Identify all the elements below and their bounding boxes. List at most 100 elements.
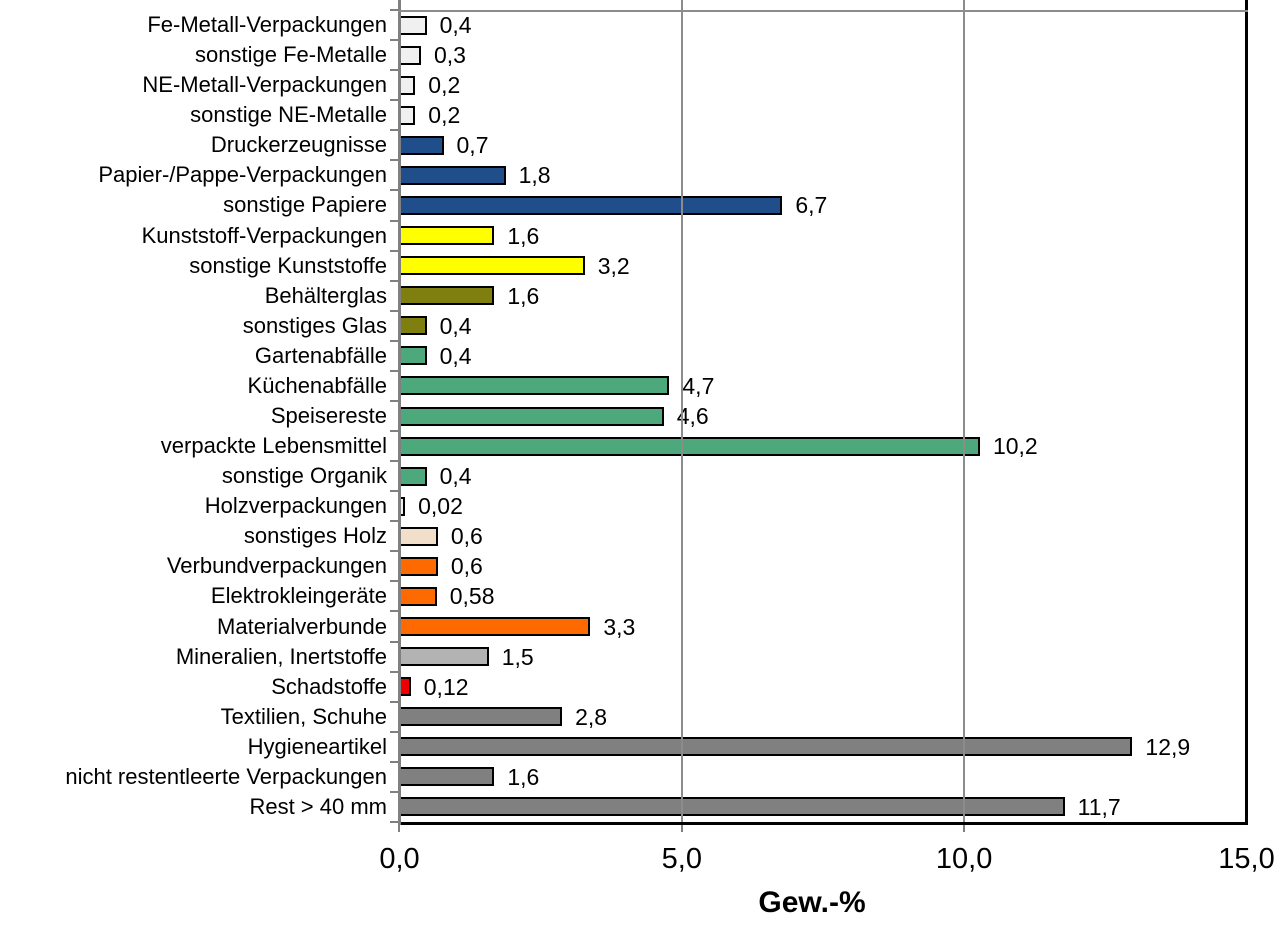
y-axis-tick <box>390 39 399 42</box>
y-axis-tick <box>390 640 399 643</box>
category-label: sonstige NE-Metalle <box>190 102 387 128</box>
value-label: 3,3 <box>603 613 636 640</box>
category-label: Papier-/Pappe-Verpackungen <box>98 162 387 188</box>
category-label: sonstige Papiere <box>223 192 387 218</box>
bar <box>399 586 437 606</box>
y-axis-tick <box>390 249 399 252</box>
y-axis-tick <box>390 430 399 433</box>
category-label: nicht restentleerte Verpackungen <box>65 763 387 789</box>
bar <box>399 556 438 576</box>
y-axis-tick <box>390 821 399 823</box>
bar <box>399 707 563 727</box>
bar <box>399 45 421 65</box>
bar <box>399 195 783 215</box>
category-label: sonstige Organik <box>221 463 387 489</box>
value-label: 0,6 <box>450 553 483 580</box>
bar <box>399 376 670 396</box>
value-label: 1,6 <box>507 763 540 790</box>
category-label: Materialverbunde <box>217 613 387 639</box>
y-axis-tick <box>390 399 399 402</box>
y-axis-tick <box>390 69 399 72</box>
x-axis-tick <box>398 825 400 832</box>
bar <box>399 346 427 366</box>
x-axis-tick-label: 15,0 <box>1218 843 1275 875</box>
y-axis-tick <box>390 339 399 342</box>
x-axis-tick-label: 0,0 <box>379 843 420 875</box>
category-label: Küchenabfälle <box>247 372 387 398</box>
category-label: verpackte Lebensmittel <box>160 433 387 459</box>
value-label: 1,6 <box>507 222 540 249</box>
plot-top-border <box>398 10 1248 12</box>
y-axis-tick <box>390 730 399 733</box>
bar <box>399 316 427 336</box>
y-axis-tick <box>390 550 399 553</box>
y-axis-tick <box>390 580 399 583</box>
x-axis-title: Gew.-% <box>758 886 866 919</box>
category-label: Mineralien, Inertstoffe <box>175 643 387 669</box>
value-label: 1,8 <box>518 162 551 189</box>
value-label: 0,02 <box>418 493 463 520</box>
y-axis-tick <box>390 490 399 493</box>
category-label: Gartenabfälle <box>254 342 387 368</box>
y-axis-tick <box>390 369 399 372</box>
category-label: Kunststoff-Verpackungen <box>141 222 387 248</box>
y-axis-tick <box>390 460 399 463</box>
category-label: Schadstoffe <box>271 673 387 699</box>
category-label: Rest > 40 mm <box>249 793 387 819</box>
y-axis-tick <box>390 700 399 703</box>
gridline-5 <box>680 0 683 822</box>
bar <box>399 526 438 546</box>
category-label: Elektrokleingeräte <box>210 583 387 609</box>
y-axis-tick <box>390 159 399 162</box>
value-label: 11,7 <box>1077 793 1121 820</box>
bar <box>399 226 495 246</box>
bar <box>399 406 664 426</box>
bar <box>399 767 495 787</box>
value-label: 0,58 <box>449 583 495 610</box>
bar <box>399 256 585 276</box>
category-label: sonstige Fe-Metalle <box>195 42 387 68</box>
y-axis-tick <box>390 99 399 102</box>
y-axis-tick <box>390 790 399 793</box>
value-label: 0,7 <box>456 132 489 159</box>
y-axis-tick <box>390 670 399 673</box>
bar <box>399 165 506 185</box>
bar <box>399 466 427 486</box>
value-label: 4,7 <box>682 372 715 399</box>
y-axis-tick <box>390 610 399 613</box>
value-label: 2,8 <box>575 703 608 730</box>
category-label: sonstiges Holz <box>243 523 387 549</box>
category-label: Druckerzeugnisse <box>210 132 387 158</box>
category-label: NE-Metall-Verpackungen <box>142 72 387 98</box>
category-label: Fe-Metall-Verpackungen <box>147 12 387 38</box>
bar <box>399 286 495 306</box>
category-label: Hygieneartikel <box>247 733 387 759</box>
bar <box>399 75 416 95</box>
x-axis-tick <box>680 825 683 832</box>
bar <box>399 135 444 155</box>
value-label: 0,4 <box>439 463 472 490</box>
value-label: 0,2 <box>428 102 461 129</box>
y-axis-tick <box>390 309 399 312</box>
y-axis-tick <box>390 9 399 11</box>
value-label: 1,6 <box>507 282 540 309</box>
category-label: Verbundverpackungen <box>166 553 387 579</box>
bar <box>399 647 489 667</box>
category-label: sonstige Kunststoffe <box>189 252 387 278</box>
bar <box>399 15 427 35</box>
value-label: 0,2 <box>428 72 461 99</box>
x-axis-tick-label: 5,0 <box>661 843 702 875</box>
value-label: 0,4 <box>439 12 472 39</box>
y-axis-tick <box>390 189 399 192</box>
value-label: 6,7 <box>795 192 828 219</box>
value-label: 3,2 <box>597 252 630 279</box>
value-label: 0,12 <box>423 673 469 700</box>
category-label: Speisereste <box>270 403 387 428</box>
category-label: Behälterglas <box>264 282 387 308</box>
y-axis-line <box>398 0 401 825</box>
y-axis-tick <box>390 129 399 132</box>
bar <box>399 105 416 125</box>
y-axis-tick <box>390 760 399 763</box>
value-label: 0,6 <box>450 523 483 550</box>
